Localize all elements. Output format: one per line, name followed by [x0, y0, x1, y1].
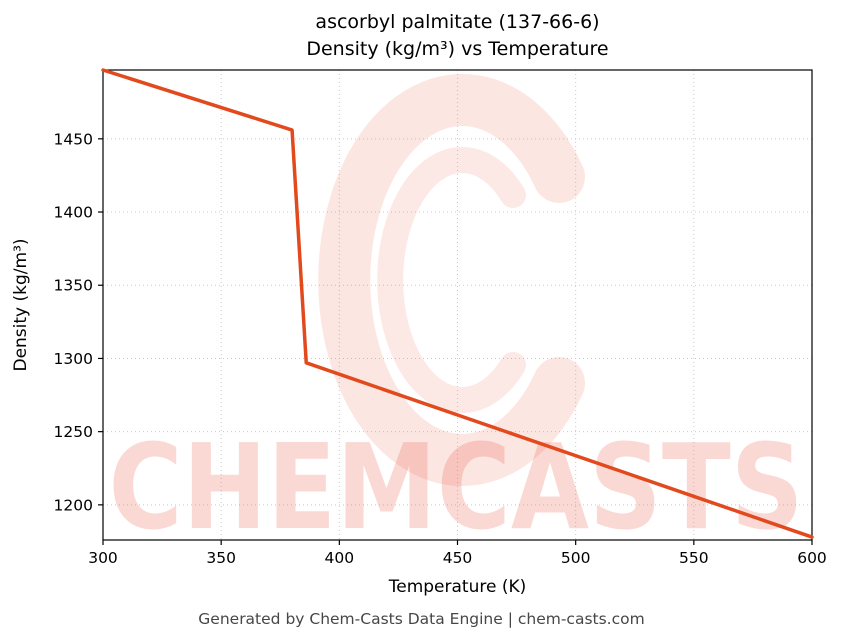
y-tick-label: 1200	[54, 496, 93, 514]
y-tick-label: 1250	[54, 423, 93, 441]
x-axis-label: Temperature (K)	[388, 577, 527, 597]
y-axis-label: Density (kg/m³)	[11, 238, 31, 371]
y-tick-label: 1450	[54, 130, 93, 148]
watermark-logo-icon	[318, 74, 585, 486]
x-tick-label: 600	[797, 549, 827, 567]
x-tick-label: 300	[88, 549, 118, 567]
x-tick-label: 500	[561, 549, 591, 567]
y-tick-label: 1400	[54, 204, 93, 222]
y-tick-label: 1300	[54, 350, 93, 368]
chart-title-line1: ascorbyl palmitate (137-66-6)	[315, 11, 600, 33]
footer-credit: Generated by Chem-Casts Data Engine | ch…	[198, 610, 645, 628]
watermark-text: CHEMCASTS	[109, 418, 804, 556]
chart-title-line2: Density (kg/m³) vs Temperature	[306, 38, 609, 60]
chart-title: ascorbyl palmitate (137-66-6) Density (k…	[103, 9, 812, 63]
data-line-density	[101, 68, 814, 539]
y-tick-label: 1350	[54, 277, 93, 295]
x-tick-label: 450	[443, 549, 473, 567]
x-tick-label: 550	[679, 549, 709, 567]
watermark-logo-inner-icon	[377, 147, 526, 413]
x-tick-label: 350	[206, 549, 236, 567]
x-tick-label: 400	[325, 549, 355, 567]
